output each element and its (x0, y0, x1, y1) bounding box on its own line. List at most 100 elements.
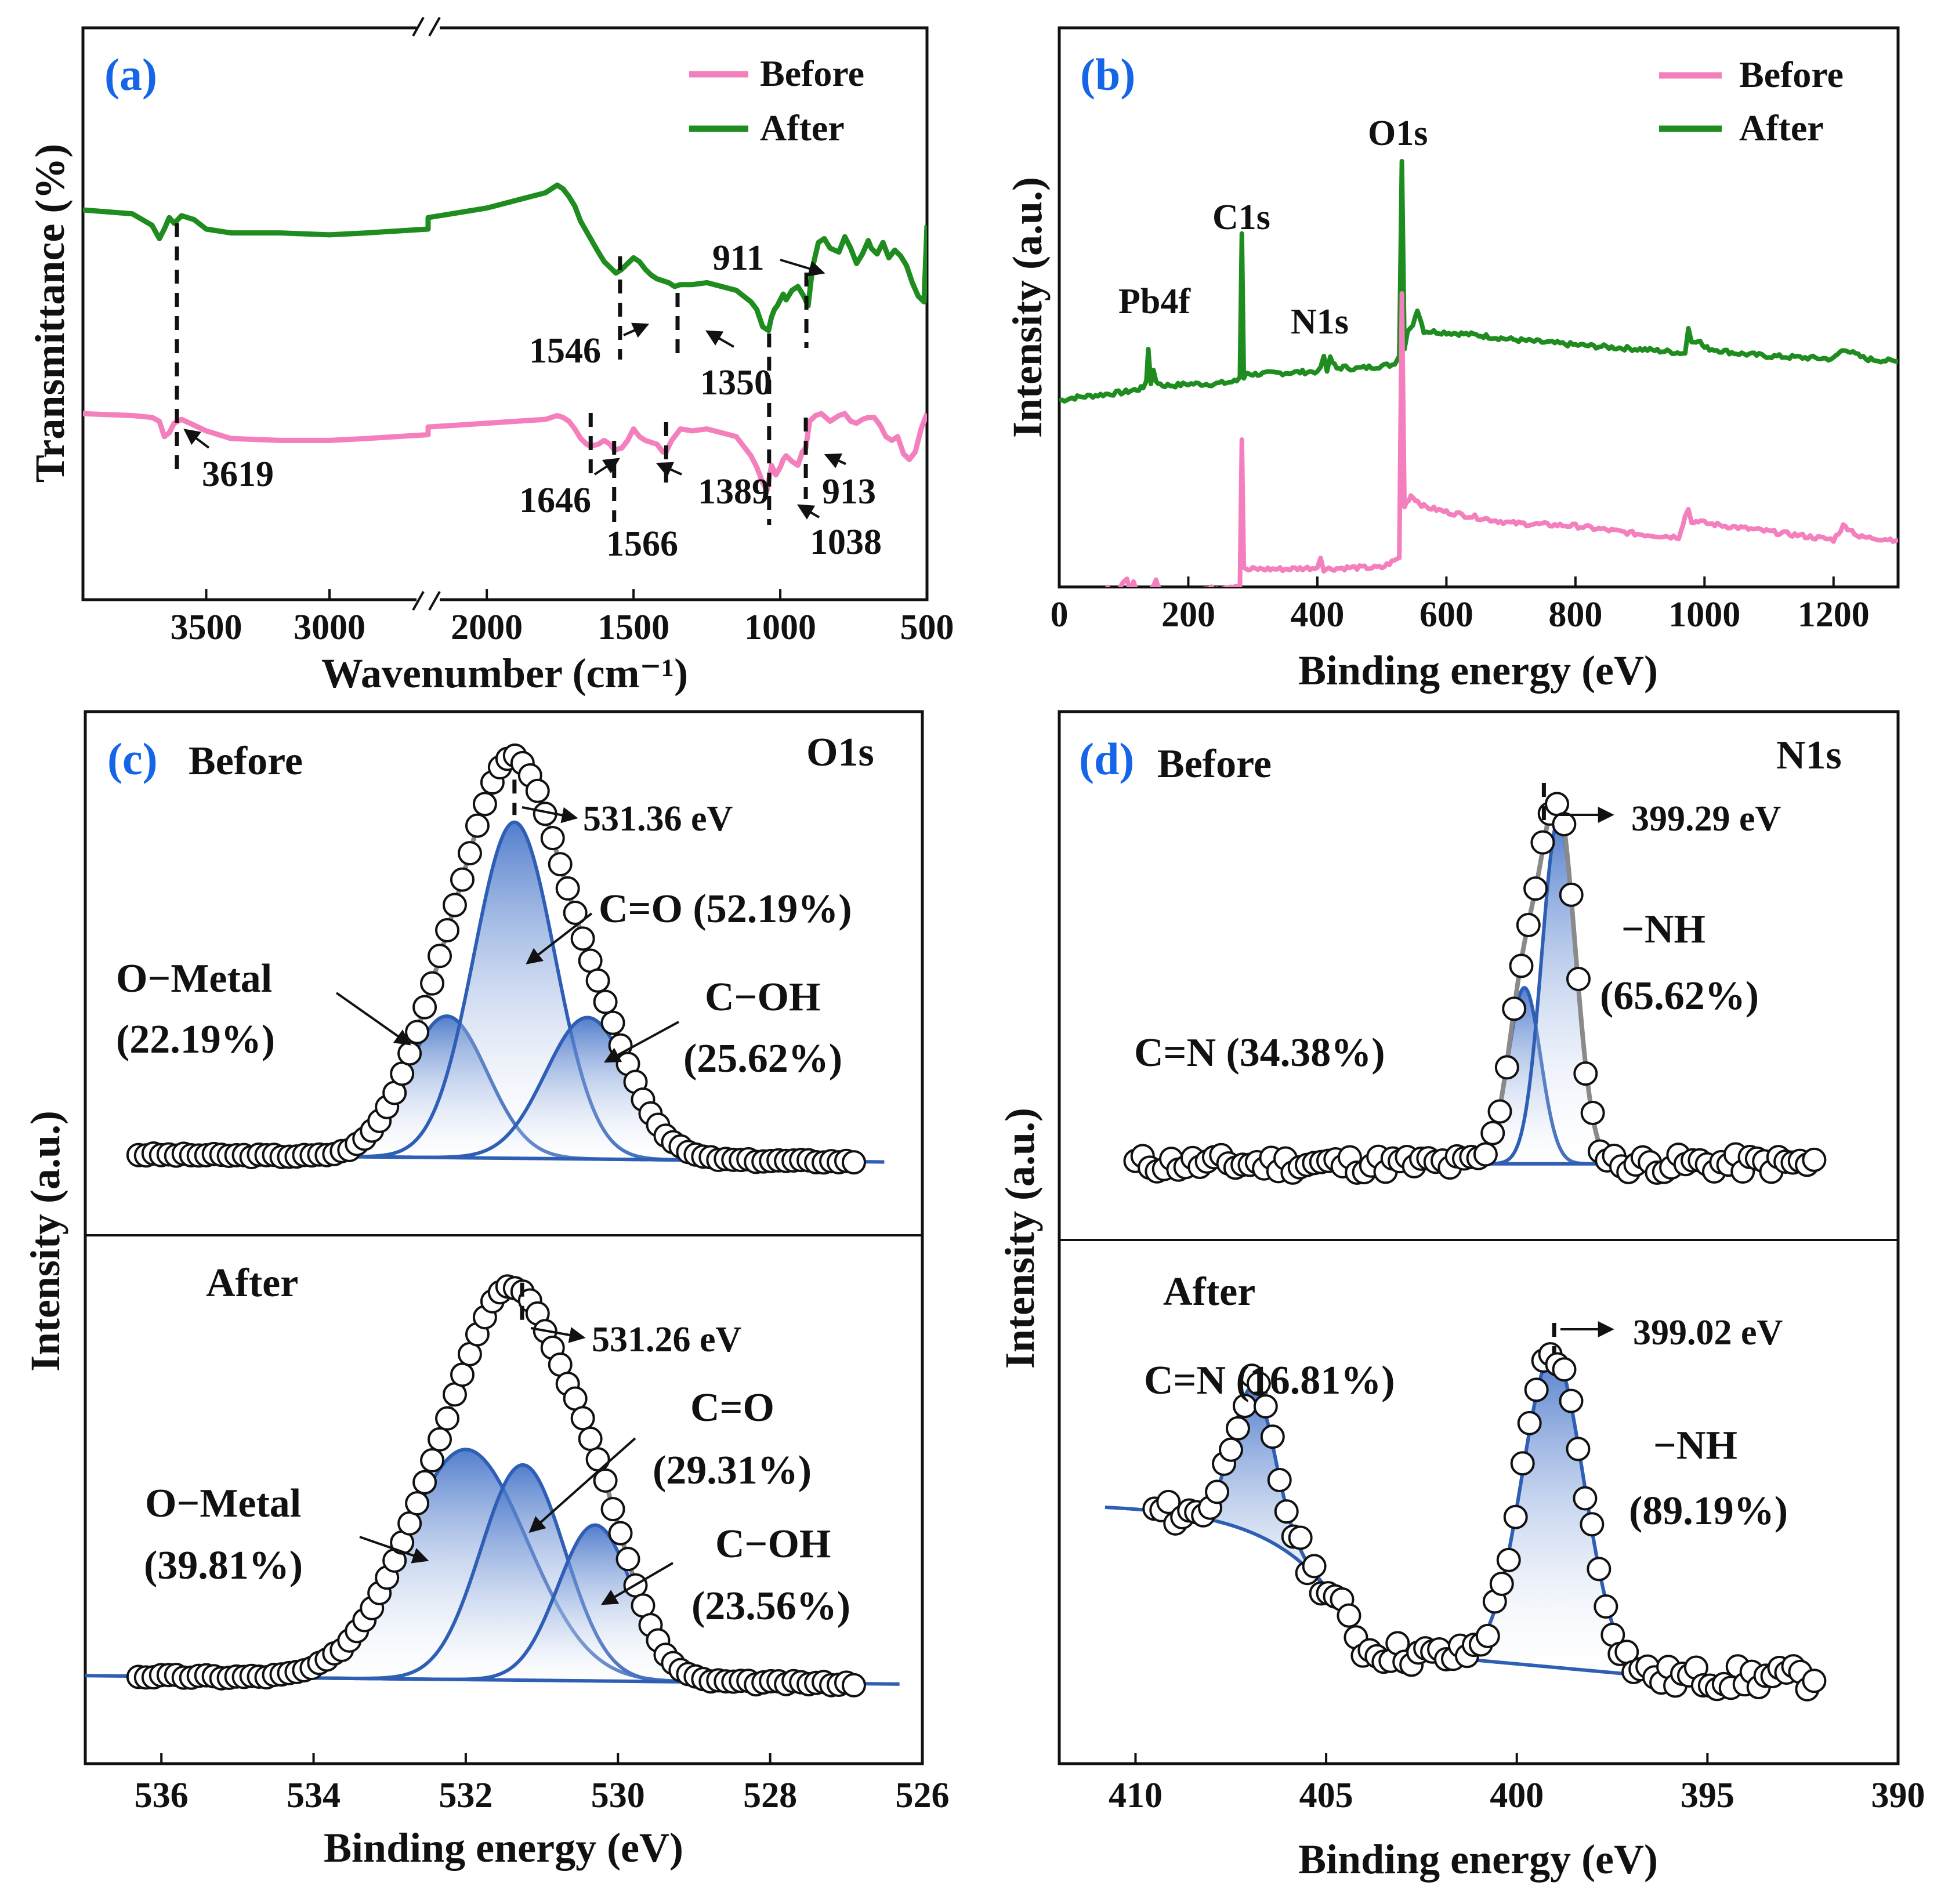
panel-b-label: (b) (1080, 49, 1135, 100)
c-before-raw-point (593, 989, 618, 1014)
panel-d: 410 405 400 395 390 (d) Before N1s 399.29 eV… (997, 710, 1925, 1883)
d-after-raw-point (1475, 1623, 1500, 1648)
c-before-raw-point (570, 926, 595, 951)
d-before-raw-point (1523, 876, 1548, 901)
c-after-raw-point (435, 1406, 460, 1431)
c-before-raw-point (600, 1010, 625, 1035)
d-before-raw-point (1509, 953, 1534, 978)
d-before-raw-point (1494, 1055, 1519, 1080)
c-before-raw-point (412, 995, 437, 1020)
d-before-raw-point (1480, 1120, 1505, 1145)
c-before-raw-point (548, 852, 573, 877)
d-tick-label-410: 410 (1109, 1776, 1163, 1815)
panel-d-x-ticks: 410 405 400 395 390 (1109, 1753, 1925, 1815)
c-after-raw-point (578, 1426, 603, 1451)
axis-break-top-mark-1 (412, 17, 425, 37)
ann-1389-arrow (656, 462, 682, 477)
panel-a-peak-markers (175, 223, 809, 525)
panel-c-before-label: Before (189, 739, 303, 784)
c-before-raw-point (472, 792, 497, 817)
ann-1646-arrow (593, 458, 620, 476)
d-after-nh: −NH (1653, 1423, 1737, 1468)
d-before-peak-position: 399.29 eV (1631, 799, 1781, 839)
panel-a-label: (a) (104, 49, 157, 100)
c-after-raw-point (570, 1406, 595, 1431)
ann-1546: 1546 (529, 331, 601, 371)
b-tick-label-0: 0 (1051, 595, 1069, 634)
b-tick-label-800: 800 (1548, 595, 1602, 634)
d-tick-label-395: 395 (1681, 1776, 1734, 1815)
panel-c-after-label: After (206, 1261, 298, 1305)
c-tick-label-530: 530 (591, 1776, 645, 1815)
c-before-raw-point (457, 841, 482, 866)
axis-break-top-mark-2 (428, 17, 441, 37)
panel-d-label: (d) (1079, 734, 1134, 784)
c-after-component-fill-3 (332, 1525, 858, 1684)
ann-1566: 1566 (606, 524, 678, 564)
panel-c-frame (84, 710, 924, 1765)
c-before-raw-point (435, 917, 460, 942)
d-before-nh-pct: (65.62%) (1600, 974, 1759, 1018)
panel-b-y-axis-title: Intensity (a.u.) (1004, 177, 1051, 438)
panel-b-x-ticks: 0 200 400 600 800 1000 1200 (1051, 576, 1870, 634)
panel-c-x-axis-title: Binding energy (eV) (324, 1825, 683, 1871)
d-after-component-fill-2 (1335, 1354, 1770, 1678)
panel-d-frame (1058, 710, 1900, 1765)
panel-d-x-axis-title: Binding energy (eV) (1298, 1836, 1658, 1883)
c-before-coh: C−OH (705, 975, 820, 1020)
d-after-raw-point (1267, 1468, 1292, 1493)
d-after-raw-point (1489, 1571, 1514, 1596)
panel-d-title: N1s (1776, 733, 1842, 778)
ann-911-arrow (780, 259, 825, 277)
c-after-raw-point (397, 1511, 422, 1536)
d-after-raw-point (1594, 1594, 1618, 1619)
c-before-co: C=O (52.19%) (599, 887, 852, 931)
c-before-raw-point (420, 971, 445, 996)
c-after-raw-point (412, 1470, 437, 1495)
legend-a-before-label: Before (760, 53, 864, 94)
d-tick-label-400: 400 (1490, 1776, 1544, 1815)
b-tick-label-400: 400 (1290, 595, 1344, 634)
c-after-raw-point (600, 1497, 625, 1522)
ann-1646: 1646 (519, 481, 591, 520)
d-before-raw-point (1573, 1061, 1598, 1086)
xps-survey-before-trace (1105, 291, 1898, 587)
d-after-raw-point (1302, 1554, 1327, 1579)
d-after-raw-point (1288, 1525, 1313, 1550)
a-tick-label-3500: 3500 (171, 608, 242, 647)
c-before-raw-point (585, 968, 610, 993)
d-tick-label-390: 390 (1871, 1776, 1925, 1815)
c-before-raw-point (442, 893, 467, 917)
ann-3619: 3619 (202, 455, 274, 494)
panel-c: 536 534 532 530 528 526 (c) Before O1s 531.36… (22, 710, 950, 1871)
c-before-co-arrow (526, 912, 593, 964)
d-before-raw-point (1566, 966, 1591, 991)
d-after-raw-point (1587, 1557, 1612, 1582)
panel-a-y-axis-title: Transmittance (%) (27, 144, 73, 483)
c-before-raw-point (397, 1041, 422, 1066)
d-before-raw-point (1559, 882, 1584, 907)
d-after-raw-point (1205, 1479, 1230, 1504)
ann-1350: 1350 (700, 363, 772, 402)
a-tick-label-3000: 3000 (294, 608, 365, 647)
c-after-co: C=O (690, 1386, 774, 1430)
d-before-raw-point (1530, 830, 1555, 855)
c-after-ometal-arrow (359, 1536, 429, 1564)
c-after-coh: C−OH (715, 1522, 831, 1566)
c-before-raw-point (555, 876, 580, 901)
ann-1038-arrow (796, 504, 820, 520)
b-tick-label-200: 200 (1161, 595, 1215, 634)
d-before-nh: −NH (1621, 907, 1705, 952)
ftir-before-trace-segment-1 (83, 411, 927, 493)
d-after-raw-point (1496, 1547, 1521, 1572)
c-after-coh-pct: (23.56%) (691, 1584, 850, 1629)
axis-break-bottom-mark-1 (412, 591, 425, 611)
c-before-raw-point (465, 813, 490, 838)
ann-1546-arrow (623, 322, 650, 338)
c-before-coh-pct: (25.62%) (683, 1036, 842, 1081)
c-after-raw-point (405, 1491, 430, 1516)
c-after-raw-point (428, 1427, 452, 1452)
a-tick-label-500: 500 (900, 608, 954, 647)
c-before-peak-position: 531.36 eV (583, 799, 733, 839)
ann-913-arrow (824, 453, 846, 469)
